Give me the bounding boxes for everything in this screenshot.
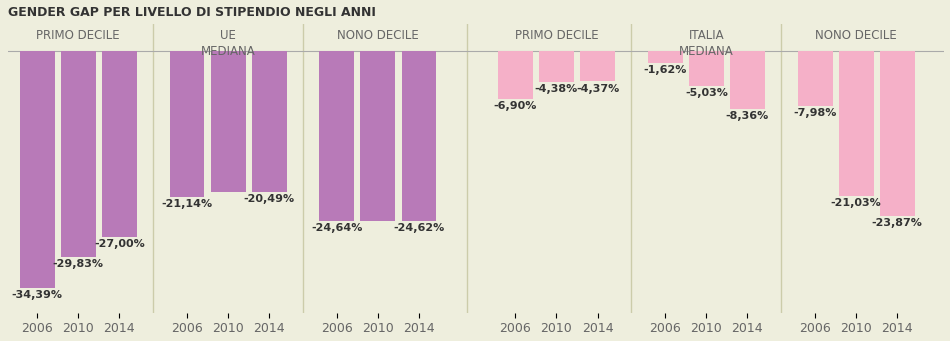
Text: PRIMO DECILE: PRIMO DECILE (515, 29, 598, 42)
Text: -21,14%: -21,14% (162, 199, 213, 209)
Text: -23,87%: -23,87% (872, 218, 922, 227)
Text: -27,00%: -27,00% (94, 239, 144, 249)
Text: -7,98%: -7,98% (793, 108, 837, 118)
Bar (211, 51, 245, 192)
Text: -1,62%: -1,62% (643, 64, 687, 75)
Bar (498, 51, 533, 99)
Bar (839, 51, 874, 196)
Text: -6,90%: -6,90% (494, 101, 537, 111)
Bar (402, 51, 436, 221)
Text: -21,03%: -21,03% (831, 198, 882, 208)
Text: -29,83%: -29,83% (53, 258, 104, 269)
Bar (20, 51, 55, 288)
Text: -8,36%: -8,36% (726, 111, 769, 121)
Bar (648, 51, 683, 62)
Bar (102, 51, 137, 237)
Bar (798, 51, 832, 106)
Text: -24,64%: -24,64% (312, 223, 363, 233)
Text: NONO DECILE: NONO DECILE (337, 29, 419, 42)
Bar (319, 51, 354, 221)
Text: -24,62%: -24,62% (393, 223, 445, 233)
Text: PRIMO DECILE: PRIMO DECILE (36, 29, 120, 42)
Text: -34,39%: -34,39% (11, 290, 63, 300)
Bar (170, 51, 204, 197)
Text: -4,37%: -4,37% (576, 84, 619, 93)
Bar (539, 51, 574, 81)
Bar (689, 51, 724, 86)
Text: UE
MEDIANA: UE MEDIANA (200, 29, 256, 58)
Text: GENDER GAP PER LIVELLO DI STIPENDIO NEGLI ANNI: GENDER GAP PER LIVELLO DI STIPENDIO NEGL… (9, 5, 376, 18)
Text: ITALIA
MEDIANA: ITALIA MEDIANA (679, 29, 733, 58)
Text: -20,49%: -20,49% (243, 194, 294, 204)
Text: -5,03%: -5,03% (685, 88, 728, 98)
Text: NONO DECILE: NONO DECILE (815, 29, 897, 42)
Bar (580, 51, 615, 81)
Bar (880, 51, 915, 216)
Bar (61, 51, 96, 256)
Bar (252, 51, 287, 192)
Bar (360, 51, 395, 221)
Bar (730, 51, 765, 109)
Text: -4,38%: -4,38% (535, 84, 579, 93)
